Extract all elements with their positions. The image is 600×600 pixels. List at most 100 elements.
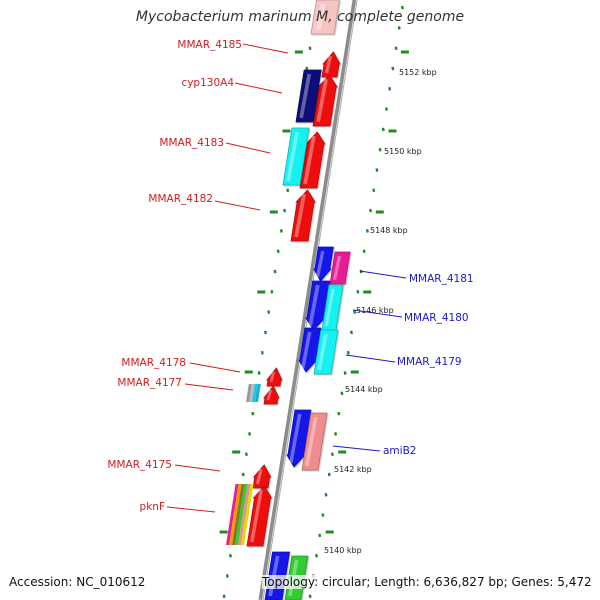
left-leader-line [184,383,234,391]
minor-tick [350,330,353,335]
minor-tick [270,289,274,294]
minor-tick [273,269,277,274]
mmar-4182-gene[interactable] [290,189,316,242]
amib2-gene-blue-sheen [289,413,302,464]
accession-label: Accession: NC_010612 [9,575,146,589]
minor-tick [276,249,280,254]
left-leader-line [214,200,261,211]
mmar-4179-gene-cyan[interactable] [313,329,339,375]
mmar-4181-gene-blue[interactable] [313,246,334,282]
minor-tick [397,26,401,30]
mmar-4180-gene-cyan-sheen [324,288,335,327]
labels: MMAR_4185 cyp130A4 MMAR_4183 MMAR_4182 MMAR_… [107,39,473,555]
minor-tick [372,188,376,193]
light-pink[interactable] [310,0,340,35]
minor-tick [308,46,312,51]
cyp130a4-gene-red[interactable] [312,74,338,127]
minor-tick [318,533,322,538]
minor-tick [337,411,341,416]
mmar-4177-region-stripes [255,384,261,402]
minor-tick [343,371,347,375]
mmar-4178-gene[interactable] [266,367,283,387]
left-leader-line [242,43,289,54]
right-gene-label: MMAR_4181 [409,273,474,285]
mmar-4175-gene[interactable] [252,464,272,489]
minor-tick [346,350,350,355]
pknf-region-stripes [238,484,251,545]
mmar-4177-region-stripes [249,384,255,402]
amib2-gene-blue[interactable] [286,409,312,468]
right-leader-line [359,270,407,279]
scale-label: 5146 kbp [356,306,394,315]
amib2-gene-pink[interactable] [301,412,328,471]
minor-tick [340,391,344,396]
minor-tick [251,411,255,416]
mmar-4175-gene-sheen [255,468,263,485]
minor-tick [321,513,325,517]
minor-tick [315,553,318,558]
minor-tick [388,86,392,91]
pknf-gene[interactable] [246,485,273,547]
right-leader-line [352,309,403,318]
left-gene-label: pknF [140,501,165,513]
left-gene-label: MMAR_4178 [121,357,186,369]
mmar-4183-gene-cyan-sheen [286,131,299,182]
mmar-4181-gene-magenta[interactable] [329,251,351,285]
minor-tick [324,492,328,497]
left-leader-line [234,82,283,94]
scale-label: 5142 kbp [334,465,372,474]
minor-tick [267,310,271,314]
minor-tick [381,127,385,132]
minor-tick [365,229,369,233]
left-leader-line [166,506,216,513]
minor-tick [260,350,264,355]
left-leader-line [225,142,271,154]
left-gene-label: MMAR_4177 [117,377,182,389]
minor-tick [244,452,248,457]
mmar-4177-region-stripes [246,384,252,402]
minor-tick [225,574,229,578]
topology-label: Topology: circular; Length: 6,636,827 bp… [262,575,592,589]
minor-tick [248,432,252,436]
pknf-region-stripes [232,484,245,545]
minor-tick [279,229,283,233]
mmar-4177-gene-sheen [266,389,273,401]
minor-tick [264,330,267,335]
minor-tick [327,472,331,477]
gene-features [226,0,351,600]
minor-tick [222,594,226,599]
mmar-4181-gene-blue-sheen [315,250,325,278]
left-gene-label: MMAR_4175 [107,459,172,471]
mmar-4182-gene-sheen [294,193,306,238]
right-leader-line [332,445,381,452]
cyp130a4-gene-navy-sheen [299,73,312,119]
minor-tick [369,208,373,213]
mmar-4179-gene-blue-sheen [301,331,312,369]
mmar-4185-gene[interactable] [321,51,341,78]
amib2-gene-pink-sheen [305,416,318,467]
mmar-4185-gene-sheen [324,55,333,74]
cyp130a4-gene-navy[interactable] [295,69,322,123]
left-gene-label: MMAR_4183 [159,137,224,149]
minor-tick [353,310,357,314]
left-gene-label: MMAR_4182 [148,193,213,205]
minor-tick [308,594,312,599]
scale-label: 5150 kbp [384,147,422,156]
figure-title: Mycobacterium marinum M, complete genome [135,9,465,25]
right-gene-label: MMAR_4179 [397,356,462,368]
mmar-4183-gene-cyan[interactable] [282,127,310,186]
minor-tick [305,66,309,71]
mmar-4181-gene-magenta-sheen [332,255,342,281]
minor-tick [378,147,382,152]
pknf-gene-sheen [250,489,263,543]
minor-tick [229,553,232,558]
mmar-4180-gene-blue-sheen [308,284,320,327]
right-gene-label: MMAR_4180 [404,312,469,324]
minor-tick [286,188,290,193]
scale-label: 5140 kbp [324,546,362,555]
left-gene-label: MMAR_4185 [177,39,242,51]
mmar-4177-gene[interactable] [263,385,280,405]
right-leader-line [345,354,396,363]
